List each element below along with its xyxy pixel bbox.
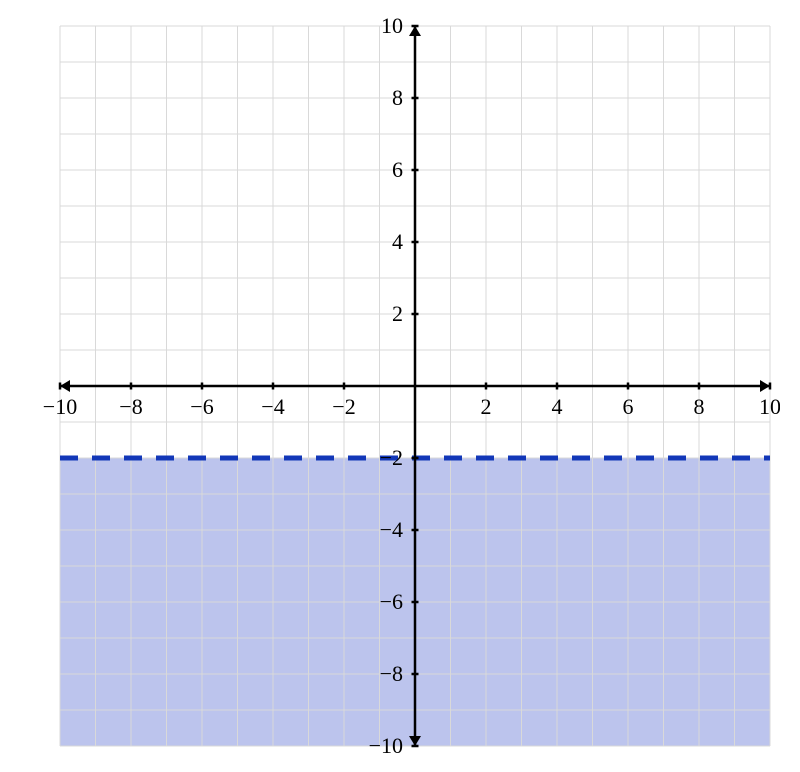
y-tick-label: 2	[392, 301, 403, 326]
y-tick-label: −2	[380, 445, 403, 470]
x-tick-label: −8	[119, 394, 142, 419]
x-tick-label: 8	[694, 394, 705, 419]
x-tick-label: −2	[332, 394, 355, 419]
x-tick-label: −10	[43, 394, 77, 419]
x-tick-label: 4	[552, 394, 563, 419]
y-tick-label: −8	[380, 661, 403, 686]
x-tick-label: 10	[759, 394, 780, 419]
y-tick-label: −6	[380, 589, 403, 614]
y-tick-label: −4	[380, 517, 403, 542]
y-tick-label: 10	[381, 16, 403, 38]
y-tick-label: 6	[392, 157, 403, 182]
y-tick-label: −10	[369, 733, 403, 756]
y-tick-label: 4	[392, 229, 403, 254]
plot-svg: −10 −8 −6 −4 −2 2 4 6 8 10 −10 −8 −6 −4 −2 2 4 6 8 10	[20, 16, 780, 756]
x-tick-label: 2	[481, 394, 492, 419]
inequality-chart: −10 −8 −6 −4 −2 2 4 6 8 10 −10 −8 −6 −4 −2 2 4 6 8 10	[20, 16, 780, 756]
x-tick-label: −6	[190, 394, 213, 419]
y-tick-label: 8	[392, 85, 403, 110]
x-tick-label: −4	[261, 394, 284, 419]
x-tick-label: 6	[623, 394, 634, 419]
